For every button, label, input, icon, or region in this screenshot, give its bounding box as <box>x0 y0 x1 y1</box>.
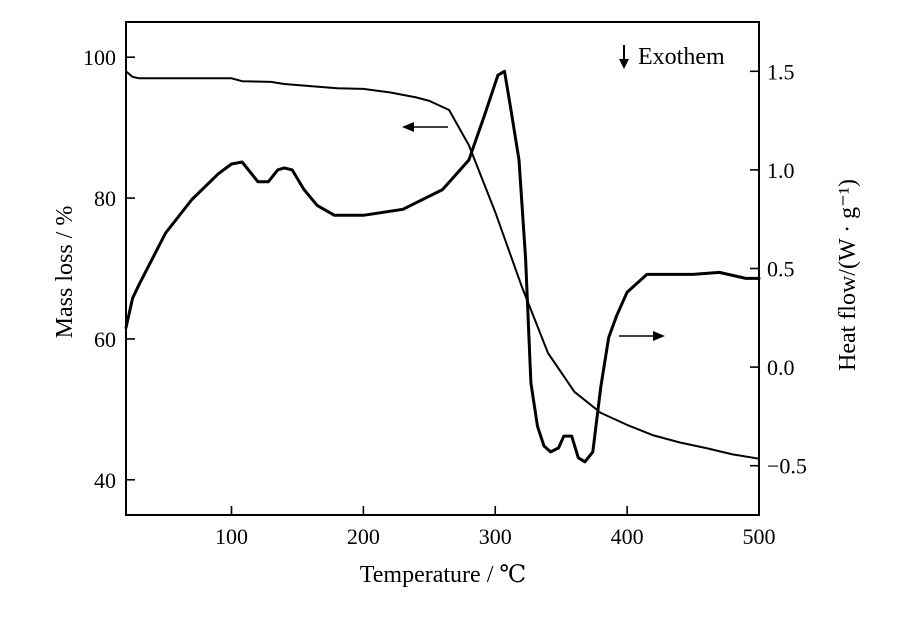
x-tick-label: 300 <box>479 524 512 549</box>
heat-curve-arrow <box>619 331 665 341</box>
right-y-axis-title: Heat flow/(W · g⁻¹) <box>835 179 861 371</box>
mass-curve-arrow <box>402 122 448 132</box>
exotherm-arrow-head-icon <box>619 59 629 69</box>
ticks-layer <box>126 56 760 515</box>
left-y-tick-label: 60 <box>94 327 116 352</box>
x-tick-label: 400 <box>611 524 644 549</box>
x-axis-title: Temperature / ℃ <box>360 562 526 588</box>
curves-layer <box>124 69 761 464</box>
left-y-tick-label: 100 <box>83 45 116 70</box>
heat-flow-line <box>124 69 761 464</box>
right-y-tick-label: −0.5 <box>767 454 807 479</box>
heat-curve-arrow-right-icon <box>653 331 665 341</box>
right-y-tick-label: 1.5 <box>767 59 795 84</box>
right-y-tick-label: 0.5 <box>767 257 795 282</box>
x-tick-label: 100 <box>215 524 248 549</box>
right-y-tick-label: 0.0 <box>767 355 795 380</box>
plot-frame <box>125 21 760 516</box>
mass-curve-arrow-left-icon <box>402 122 414 132</box>
x-tick-label: 500 <box>743 524 776 549</box>
mass-loss-line <box>125 70 760 460</box>
left-y-tick-label: 80 <box>94 186 116 211</box>
left-y-tick-label: 40 <box>94 468 116 493</box>
left-y-axis-title: Mass loss / % <box>52 206 78 339</box>
right-y-tick-label: 1.0 <box>767 158 795 183</box>
exotherm-label: Exothem <box>638 44 725 70</box>
tick-labels-layer: 100 200 300 400 500 40 60 80 100 −0.5 0.0 0.5 1.0 1.5 <box>83 45 807 549</box>
x-tick-label: 200 <box>347 524 380 549</box>
exotherm-legend: Exothem <box>619 44 725 70</box>
